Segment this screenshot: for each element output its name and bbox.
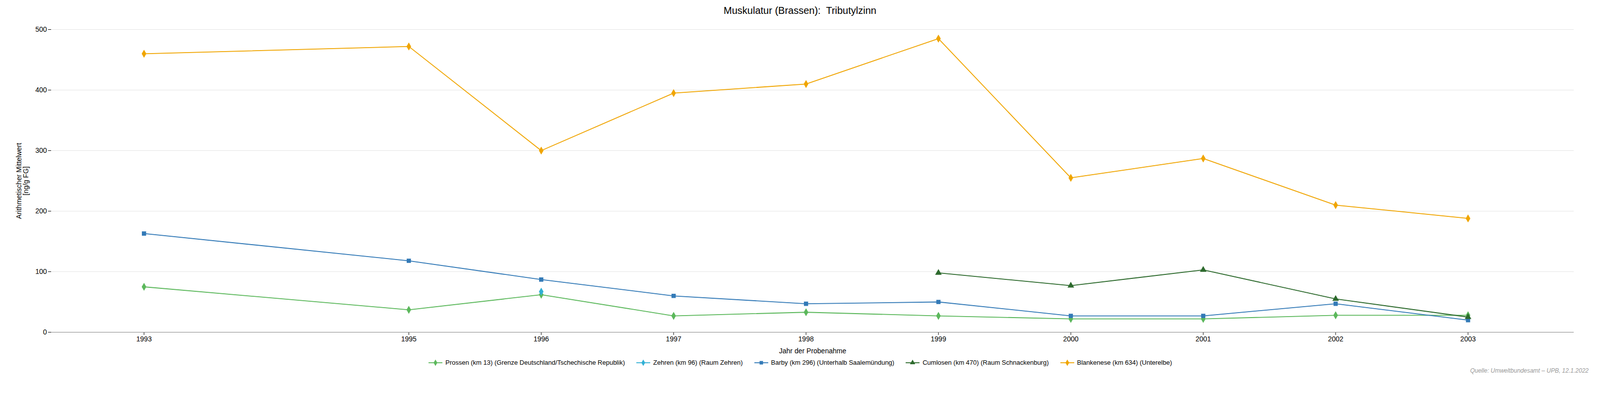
svg-text:400: 400: [35, 85, 48, 94]
svg-text:300: 300: [35, 146, 48, 155]
svg-text:2001: 2001: [1195, 334, 1211, 343]
svg-text:500: 500: [35, 25, 48, 34]
html-text:Cumlosen (km 470) (Raum Schnac: Cumlosen (km 470) (Raum Schnackenburg): [922, 358, 1049, 367]
svg-text:0: 0: [43, 327, 48, 336]
svg-text:100: 100: [35, 267, 48, 276]
svg-text:2002: 2002: [1327, 334, 1344, 343]
svg-text:2000: 2000: [1062, 334, 1079, 343]
html-text:Blankenese (km 634) (Unterelbe: Blankenese (km 634) (Unterelbe): [1076, 358, 1172, 367]
html-text:Zehren (km 96) (Raum Zehren): Zehren (km 96) (Raum Zehren): [653, 358, 743, 367]
svg-text:1997: 1997: [666, 334, 682, 343]
svg-text:1993: 1993: [136, 334, 152, 343]
svg-text:Arithmetischer Mittelwert[ng/g: Arithmetischer Mittelwert[ng/g FG]: [14, 142, 30, 219]
html-text:Barby (km 296) (Unterhalb Saal: Barby (km 296) (Unterhalb Saalemündung): [771, 358, 895, 367]
svg-text:1998: 1998: [798, 334, 814, 343]
html-text:Prossen (km 13) (Grenze Deutsc: Prossen (km 13) (Grenze Deutschland/Tsch…: [445, 358, 625, 367]
html-text:Muskulatur (Brassen): Tributyl: Muskulatur (Brassen): Tributylzinn: [723, 4, 877, 16]
svg-text:1995: 1995: [401, 334, 417, 343]
svg-text:1999: 1999: [930, 334, 947, 343]
svg-text:Jahr der Probenahme: Jahr der Probenahme: [779, 346, 847, 355]
svg-text:200: 200: [35, 206, 48, 215]
svg-text:2003: 2003: [1460, 334, 1476, 343]
svg-text:1996: 1996: [533, 334, 550, 343]
html-text:Quelle: Umweltbundesamt – UPB,: Quelle: Umweltbundesamt – UPB, 12.1.2022: [1470, 367, 1589, 374]
